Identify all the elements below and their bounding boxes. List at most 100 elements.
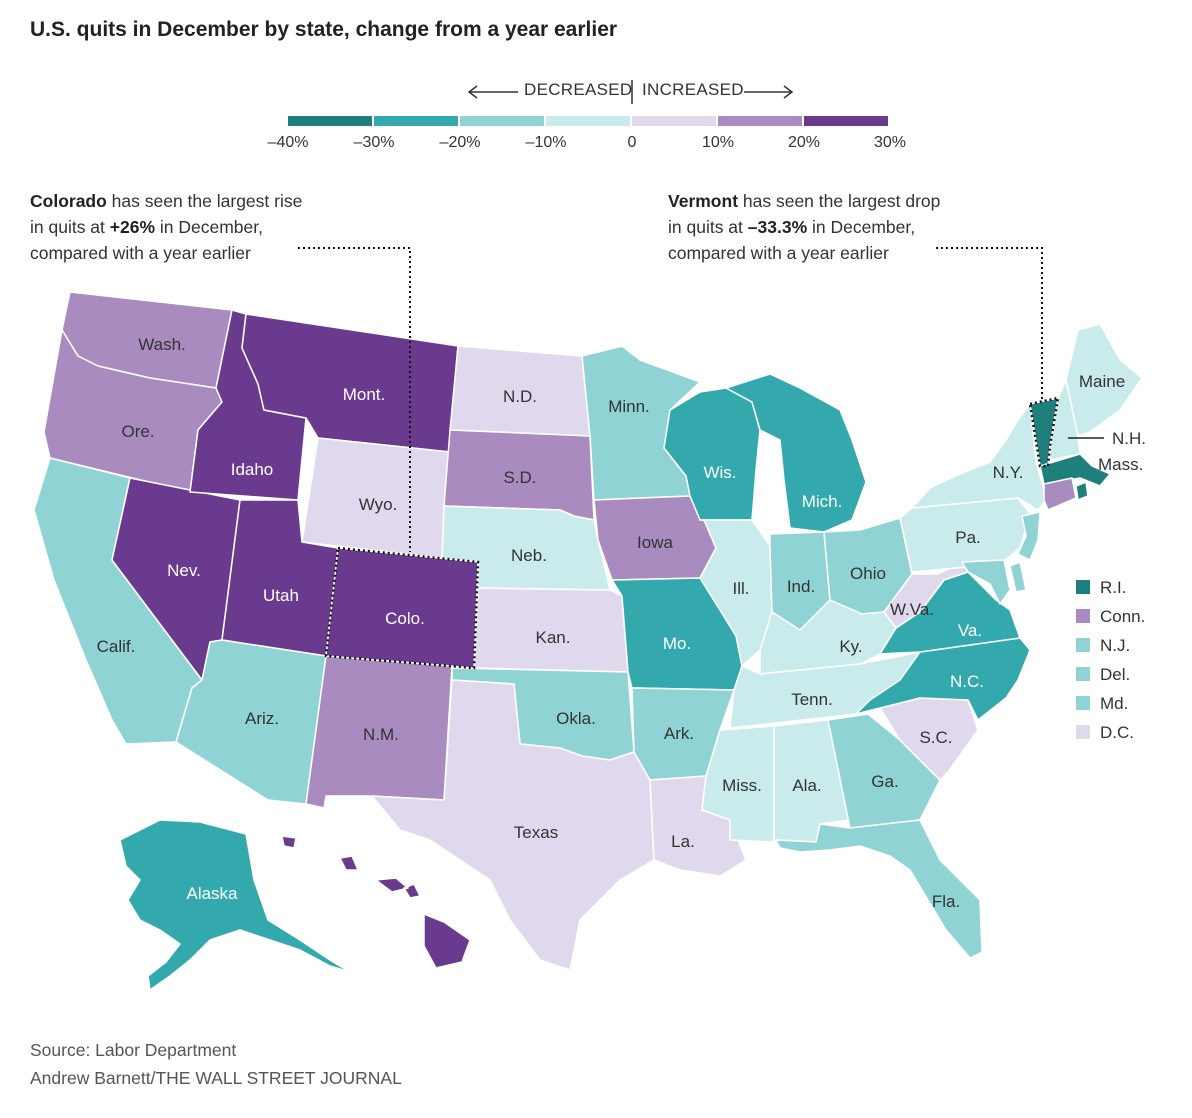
state-il: [699, 519, 773, 667]
label-wa: Wash.: [138, 335, 186, 354]
credit-line: Andrew Barnett/THE WALL STREET JOURNAL: [30, 1068, 402, 1088]
legend-swatch: [1076, 580, 1090, 594]
colorado-highlight: [324, 546, 480, 670]
state-tx: [371, 679, 655, 971]
label-pa: Pa.: [955, 528, 981, 547]
state-labels: Wash. Ore. Calif. Nev. Idaho Mont. Wyo. …: [97, 335, 1146, 936]
label-ny: N.Y.: [993, 463, 1024, 482]
state-nc: [855, 637, 1031, 721]
label-va: Va.: [958, 621, 982, 640]
annotation-text: in quits at: [668, 217, 748, 237]
scale-bin: [632, 116, 716, 126]
annotation-text: in December,: [807, 217, 916, 237]
annotation-text: in December,: [155, 217, 263, 237]
state-shapes: [33, 291, 1143, 991]
scale-bin: [718, 116, 802, 126]
label-tn: Tenn.: [791, 690, 833, 709]
label-nv: Nev.: [167, 561, 201, 580]
state-mi: [725, 373, 867, 533]
scale-tick: 20%: [787, 134, 821, 151]
label-wi: Wis.: [703, 463, 736, 482]
source-line: Source: Labor Department: [30, 1040, 237, 1060]
label-co: Colo.: [385, 609, 425, 628]
label-me: Maine: [1079, 372, 1125, 391]
label-ar: Ark.: [664, 724, 694, 743]
label-in: Ind.: [787, 577, 815, 596]
vermont-highlight: [1028, 396, 1060, 468]
label-hi: Hawaii: [359, 917, 410, 936]
scale-svg: [288, 80, 888, 126]
label-wv: W.Va.: [890, 600, 934, 619]
scale-tick: 30%: [873, 134, 907, 151]
scale-bin: [288, 116, 372, 126]
small-state-nj: [1017, 511, 1041, 561]
small-state-de: [1009, 561, 1027, 593]
state-ct: [1043, 477, 1077, 511]
label-ks: Kan.: [536, 628, 571, 647]
label-ne: Neb.: [511, 546, 547, 565]
vermont-leader-line: [936, 247, 1043, 402]
small-state-ri: [1075, 481, 1089, 501]
label-nm: N.M.: [363, 725, 399, 744]
label-tx: Texas: [514, 823, 558, 842]
state-nm: [305, 655, 453, 809]
label-ma: Mass.: [1098, 455, 1143, 474]
scale-tick: –40%: [267, 134, 309, 151]
legend-label: D.C.: [1100, 723, 1134, 742]
label-mt: Mont.: [343, 385, 386, 404]
label-la: La.: [671, 832, 695, 851]
scale-arrows: [467, 80, 794, 104]
label-fl: Fla.: [932, 892, 960, 911]
colorado-leader-line: [298, 247, 411, 552]
label-nc: N.C.: [950, 672, 984, 691]
legend-label: N.J.: [1100, 636, 1130, 655]
annotation-text: has seen the largest rise: [106, 191, 303, 211]
scale-bins: [288, 116, 888, 126]
state-ny: [911, 403, 1047, 511]
legend-label: Md.: [1100, 694, 1128, 713]
label-or: Ore.: [121, 422, 154, 441]
state-me: [1065, 323, 1143, 437]
label-il: Ill.: [733, 579, 750, 598]
label-wy: Wyo.: [359, 495, 398, 514]
decreased-label: DECREASED: [524, 80, 633, 99]
annotation-text: in quits at: [30, 217, 110, 237]
legend-swatch: [1076, 696, 1090, 710]
legend-swatch: [1076, 725, 1090, 739]
annotation-state: Colorado: [30, 191, 107, 211]
state-hi: [281, 835, 471, 969]
legend-swatch: [1076, 667, 1090, 681]
annotation-value: –33.3%: [747, 217, 808, 237]
label-ga: Ga.: [871, 772, 898, 791]
label-sd: S.D.: [503, 468, 536, 487]
label-ca: Calif.: [97, 637, 136, 656]
scale-bin: [460, 116, 544, 126]
scale-bin: [374, 116, 458, 126]
state-co: [325, 547, 479, 669]
scale-tick: –10%: [525, 134, 567, 151]
label-ut: Utah: [263, 586, 299, 605]
label-oh: Ohio: [850, 564, 886, 583]
label-ak: Alaska: [186, 884, 238, 903]
label-mn: Minn.: [608, 397, 650, 416]
annotation-text: compared with a year earlier: [668, 243, 889, 263]
legend-label: Conn.: [1100, 607, 1145, 626]
scale-tick: 10%: [701, 134, 735, 151]
label-id: Idaho: [231, 460, 274, 479]
scale-bin: [546, 116, 630, 126]
annotation-text: has seen the largest drop: [738, 191, 941, 211]
label-mi: Mich.: [802, 492, 843, 511]
label-nd: N.D.: [503, 387, 537, 406]
label-sc: S.C.: [919, 728, 952, 747]
state-fl: [775, 819, 983, 959]
colorado-annotation: Colorado has seen the largest rise in qu…: [30, 188, 302, 266]
label-ms: Miss.: [722, 776, 762, 795]
label-nh: N.H.: [1112, 429, 1146, 448]
scale-tick: 0: [627, 134, 637, 151]
state-wi: [663, 387, 761, 521]
legend-label: R.I.: [1100, 578, 1126, 597]
vermont-annotation: Vermont has seen the largest drop in qui…: [668, 188, 940, 266]
annotation-state: Vermont: [668, 191, 739, 211]
label-ok: Okla.: [556, 709, 596, 728]
